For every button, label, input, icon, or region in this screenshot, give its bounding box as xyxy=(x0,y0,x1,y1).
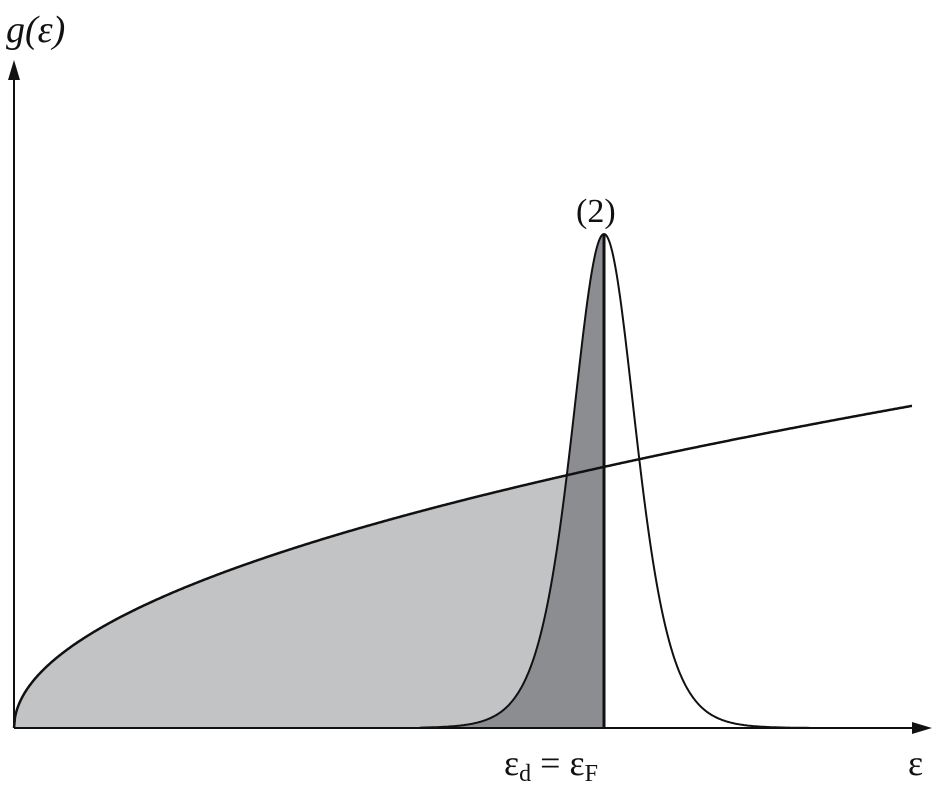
fermi-rhs: ε xyxy=(569,743,584,783)
y-axis-arrow-icon xyxy=(8,60,20,80)
fermi-rhs-subscript: F xyxy=(585,761,598,787)
y-axis-label-text: g(ε) xyxy=(6,9,65,51)
fermi-level-label: εd = εF xyxy=(504,743,598,787)
x-axis-label: ε xyxy=(908,743,923,783)
fermi-lhs-subscript: d xyxy=(519,761,531,787)
fermi-equals: = xyxy=(531,743,569,783)
band-filled-area xyxy=(14,466,604,728)
band-dos-curve xyxy=(12,404,913,729)
x-axis-arrow-icon xyxy=(912,722,932,734)
fermi-lhs: ε xyxy=(504,743,519,783)
peak-filled-area xyxy=(420,234,604,728)
peak-label: (2) xyxy=(576,193,616,230)
y-axis-label: g(ε) xyxy=(6,9,65,51)
peak-dos-curve xyxy=(420,232,810,729)
